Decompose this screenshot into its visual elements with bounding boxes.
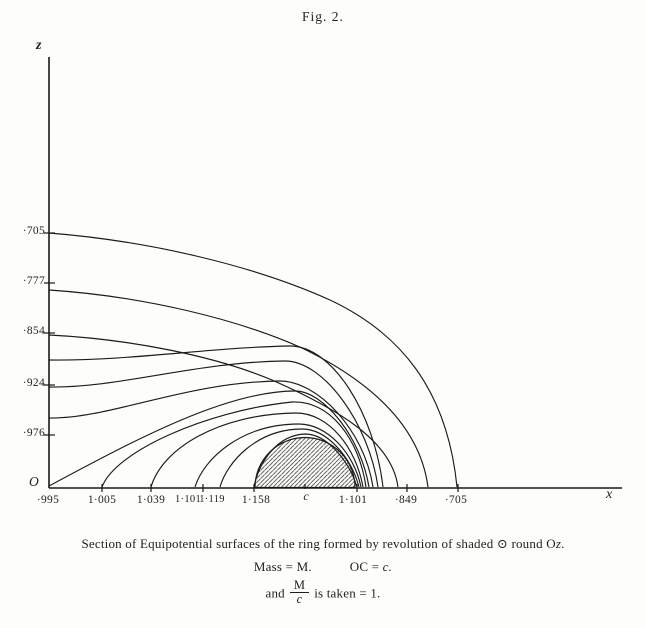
z-tick-label: ·924 (22, 377, 45, 389)
x-tick-label: 1·039 (136, 494, 166, 506)
x-tick-label: 1·005 (87, 494, 117, 506)
equipotential-curve (48, 360, 379, 488)
caption-axis-letter: z (555, 536, 562, 551)
x-tick-label: ·849 (394, 494, 418, 506)
caption-line-1: Section of Equipotential surfaces of the… (0, 536, 646, 552)
x-tick-label: 1·158 (241, 494, 271, 506)
caption-and: and (265, 585, 285, 601)
equipotential-curve (48, 232, 458, 488)
x-tick-label: 1·101 (175, 494, 201, 505)
z-tick-label: ·777 (22, 275, 45, 287)
origin-label: O (29, 474, 39, 489)
z-axis-ticks (44, 232, 55, 436)
figure-title: Fig. 2. (302, 9, 344, 24)
oc-equation-c: c. (382, 559, 393, 574)
ring-center-label: c (303, 489, 309, 503)
caption-taken: is taken = 1. (314, 585, 381, 601)
caption-period: . (561, 536, 565, 551)
x-axis-label: x (606, 487, 613, 502)
z-tick-label: ·976 (22, 427, 45, 439)
equipotential-curve (48, 380, 374, 488)
z-tick-label: ·854 (22, 325, 45, 337)
equipotential-curve (48, 345, 384, 488)
caption-line-2: Mass = M. OC = c. (0, 559, 646, 575)
caption-line-1-text: Section of Equipotential surfaces of the… (81, 536, 494, 551)
equipotential-curve (101, 401, 367, 488)
mass-equation: Mass = M. (253, 559, 312, 574)
equipotential-curve (48, 334, 399, 488)
equipotential-curve (194, 423, 362, 488)
z-tick-label: ·705 (22, 225, 45, 237)
fraction-numerator: M (289, 578, 310, 594)
x-tick-label: ·705 (444, 494, 468, 506)
equipotential-curve (48, 390, 370, 488)
equipotential-curves (48, 232, 458, 488)
x-tick-label: 1·119 (199, 494, 225, 505)
circled-dot-symbol: ⊙ (496, 536, 508, 551)
caption-line-1-tail: round O (511, 536, 556, 551)
z-axis-label: z (36, 38, 42, 53)
x-axis-ticks (101, 484, 459, 492)
x-tick-label: 1·101 (338, 494, 368, 506)
axes (48, 57, 622, 489)
equipotential-curve (150, 412, 364, 488)
ring-cross-section (254, 436, 356, 489)
oc-equation: OC = (349, 559, 383, 574)
fraction-denominator: c (296, 592, 303, 607)
x-tick-label: ·995 (36, 494, 60, 506)
equipotential-curve (253, 433, 358, 488)
equipotential-curve (219, 428, 360, 488)
